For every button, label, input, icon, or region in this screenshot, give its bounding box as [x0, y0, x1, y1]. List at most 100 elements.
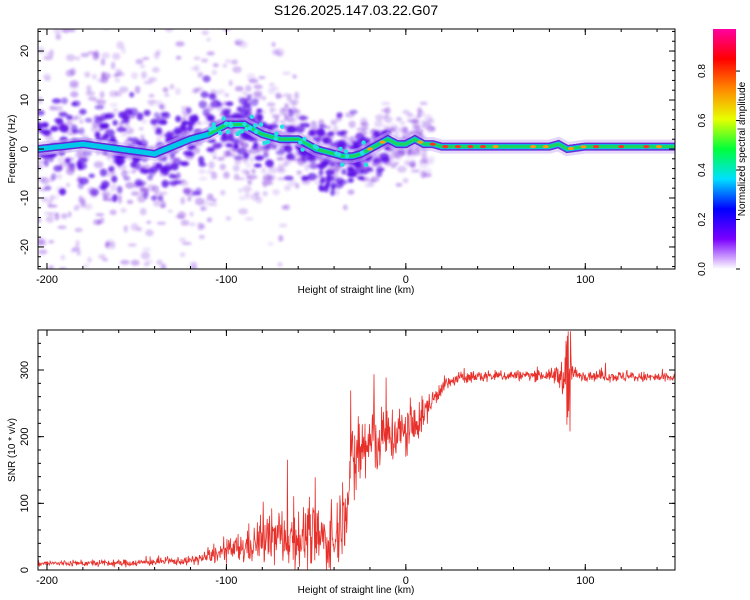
ridge-blob — [198, 100, 207, 109]
ridge-blob — [168, 180, 178, 186]
ridge-blob — [320, 176, 326, 183]
y-tick-label: 10 — [19, 94, 31, 106]
scatter-blob — [55, 105, 63, 112]
ridge-blob — [183, 150, 193, 156]
ridge-blob — [206, 146, 215, 153]
ridge-knot — [312, 144, 317, 149]
scatter-blob — [164, 93, 170, 97]
scatter-blob — [279, 223, 288, 228]
scatter-blob — [70, 248, 77, 254]
scatter-blob — [110, 183, 118, 192]
scatter-blob — [238, 208, 249, 215]
scatter-blob — [218, 88, 225, 95]
ridge-blob — [359, 169, 369, 175]
scatter-blob — [410, 159, 416, 168]
ridge-blob — [84, 117, 93, 123]
ridge-knot — [338, 146, 343, 151]
scatter-blob — [199, 177, 208, 181]
ridge-blob — [51, 173, 57, 181]
scatter-blob — [153, 51, 160, 60]
scatter-blob — [140, 64, 145, 69]
ridge-blob — [94, 131, 101, 139]
scatter-blob — [390, 126, 400, 133]
ridge-blob — [93, 115, 100, 121]
scatter-blob — [244, 217, 254, 221]
scatter-blob — [56, 173, 63, 180]
scatter-blob — [402, 178, 409, 184]
ridge-blob — [227, 133, 235, 142]
ridge-blob — [65, 158, 71, 164]
ridge-blob — [58, 111, 68, 117]
scatter-blob — [200, 10, 208, 18]
scatter-blob — [400, 120, 405, 126]
snr-series-line — [38, 331, 675, 570]
ridge-blob — [357, 175, 365, 181]
scatter-blob — [360, 121, 369, 127]
ridge-blob — [121, 115, 130, 120]
scatter-blob — [70, 91, 79, 98]
x-tick-label: 0 — [403, 575, 409, 587]
scatter-blob — [208, 202, 213, 207]
scatter-blob — [238, 195, 246, 201]
ridge-blob — [89, 188, 100, 196]
ridge-blob — [186, 107, 192, 114]
scatter-blob — [130, 259, 140, 266]
scatter-blob — [148, 93, 155, 98]
x-tick-label: 0 — [403, 274, 409, 286]
scatter-blob — [209, 151, 217, 156]
ridge-blob — [66, 114, 73, 121]
colorbar-tick-label: 0.2 — [697, 212, 708, 226]
scatter-blob — [46, 0, 52, 2]
ridge-blob — [147, 174, 154, 181]
scatter-blob — [402, 126, 409, 134]
scatter-blob — [212, 63, 219, 68]
ridge-hotspot — [480, 145, 486, 149]
scatter-blob — [55, 34, 62, 40]
scatter-blob — [188, 222, 196, 227]
scatter-blob — [271, 42, 276, 47]
scatter-blob — [206, 170, 215, 174]
ridge-blob — [330, 189, 336, 196]
scatter-blob — [197, 71, 204, 78]
ridge-blob — [315, 128, 326, 136]
y-tick-label: 0 — [19, 146, 31, 152]
scatter-blob — [252, 94, 263, 100]
scatter-blob — [262, 174, 273, 181]
ridge-blob — [108, 166, 115, 172]
scatter-blob — [261, 96, 266, 101]
scatter-blob — [104, 241, 109, 249]
ridge-hotspot — [492, 145, 499, 149]
scatter-blob — [86, 85, 92, 93]
scatter-blob — [330, 119, 338, 126]
ridge-blob — [308, 129, 315, 137]
scatter-blob — [217, 156, 225, 161]
x-tick-label: 100 — [576, 274, 594, 286]
scatter-blob — [145, 229, 154, 237]
colorbar-tick-label: 0.8 — [697, 64, 708, 78]
ridge-blob — [381, 156, 390, 163]
scatter-blob — [421, 152, 428, 159]
scatter-blob — [388, 155, 394, 164]
ridge-knot — [258, 122, 264, 127]
scatter-blob — [270, 107, 277, 111]
scatter-blob — [169, 21, 175, 26]
scatter-blob — [65, 182, 71, 188]
scatter-blob — [406, 112, 414, 118]
ridge-blob — [129, 91, 135, 98]
scatter-blob — [280, 107, 291, 112]
scatter-blob — [175, 87, 181, 95]
scatter-blob — [141, 71, 147, 79]
scatter-blob — [294, 182, 300, 189]
scatter-blob — [211, 70, 217, 75]
ridge-blob — [163, 169, 170, 176]
scatter-blob — [197, 121, 204, 126]
scatter-blob — [347, 189, 355, 195]
scatter-blob — [232, 66, 242, 73]
ridge-blob — [70, 124, 78, 133]
scatter-blob — [430, 125, 435, 131]
scatter-blob — [314, 180, 321, 185]
scatter-blob — [268, 166, 279, 174]
ridge-blob — [323, 186, 329, 193]
scatter-blob — [100, 58, 106, 66]
